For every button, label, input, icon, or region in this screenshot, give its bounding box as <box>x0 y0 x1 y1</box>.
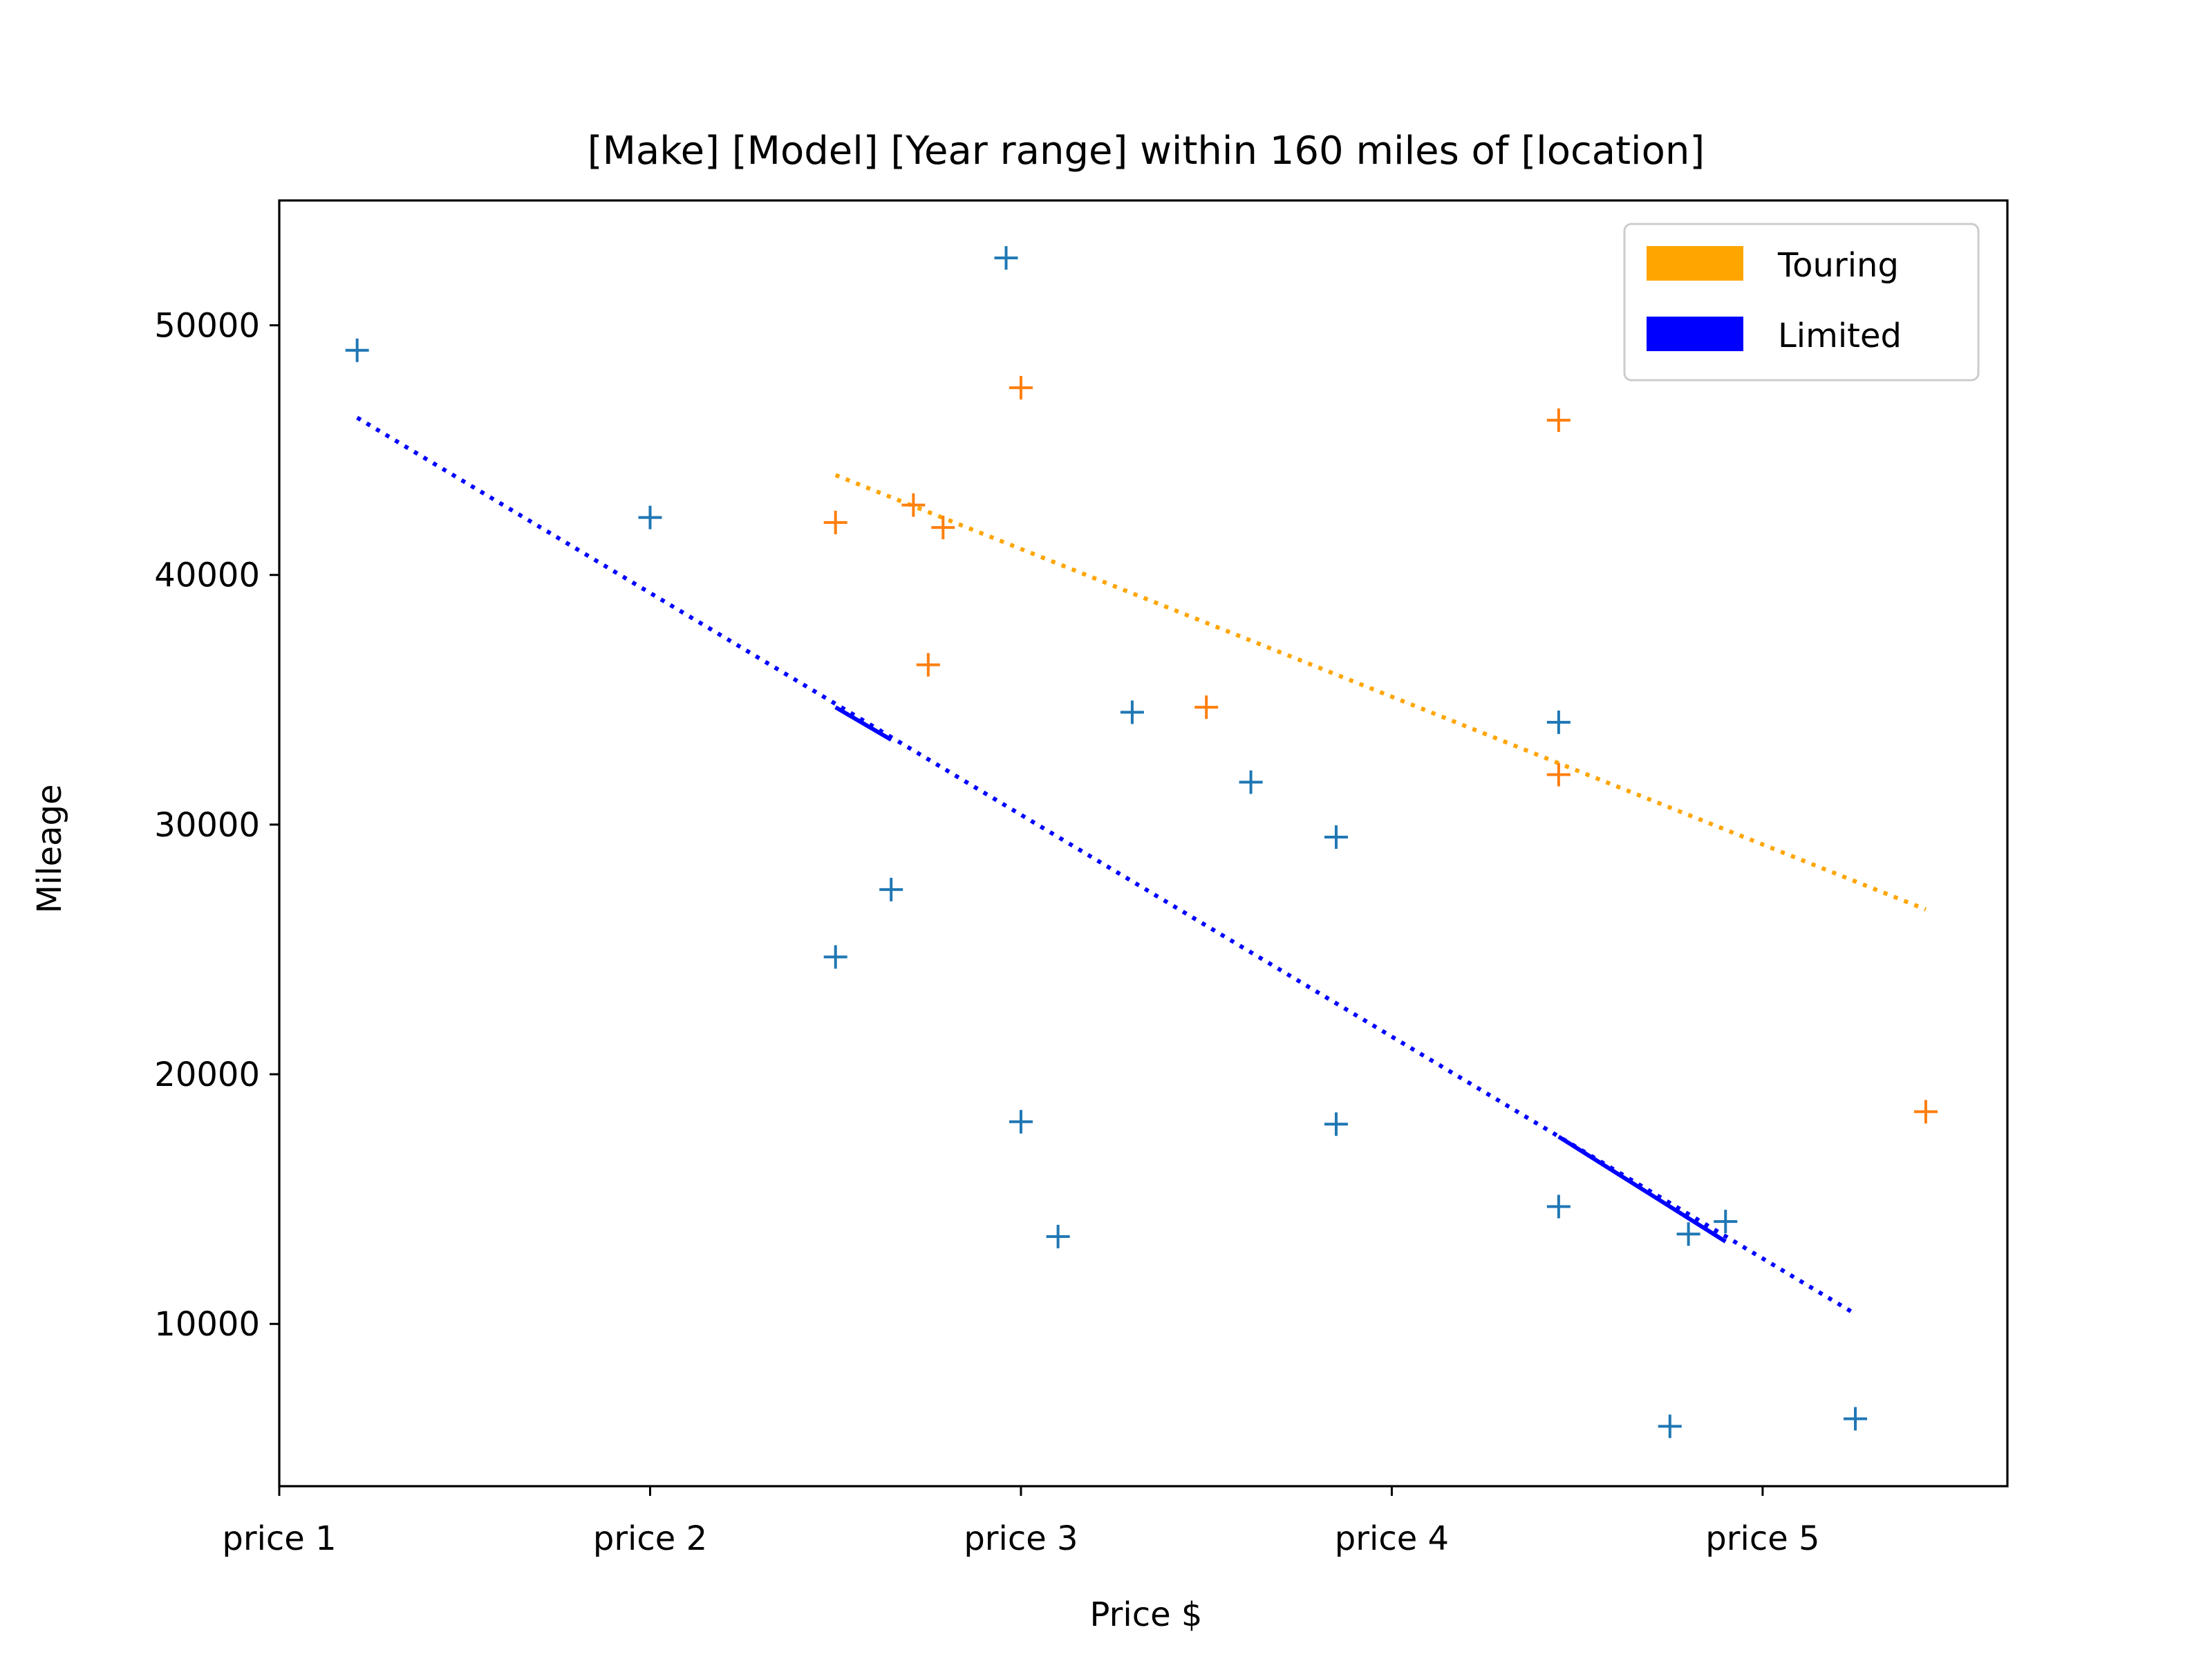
data-point <box>1194 695 1219 720</box>
x-axis-label: Price $ <box>1090 1595 1203 1634</box>
data-point <box>345 338 369 362</box>
y-axis-label: Mileage <box>30 784 69 913</box>
data-point <box>1546 408 1571 432</box>
legend-swatch-touring <box>1647 246 1743 281</box>
data-point <box>916 653 940 677</box>
plot-area <box>345 246 1938 1438</box>
data-point <box>638 505 662 529</box>
x-tick-label: price 1 <box>222 1519 336 1558</box>
y-tick-label: 20000 <box>154 1056 260 1094</box>
data-point <box>1546 1194 1571 1219</box>
y-tick-label: 30000 <box>154 806 260 845</box>
x-tick-label: price 4 <box>1335 1519 1449 1558</box>
data-point <box>1324 825 1348 849</box>
data-point <box>1046 1224 1070 1248</box>
legend: Touring Limited <box>1623 223 1980 382</box>
y-tick-label: 10000 <box>154 1305 260 1344</box>
x-tick-label: price 5 <box>1705 1519 1819 1558</box>
y-tick-label: 50000 <box>154 307 260 346</box>
plot-frame <box>278 199 2009 1488</box>
data-point <box>931 516 955 540</box>
data-point <box>901 493 926 517</box>
trend-line-limited <box>834 705 892 742</box>
data-point <box>823 945 847 969</box>
data-point <box>1546 762 1571 787</box>
data-point <box>879 877 903 901</box>
data-point <box>823 510 847 534</box>
legend-label-limited: Limited <box>1778 317 1902 355</box>
x-tick-label: price 3 <box>964 1519 1078 1558</box>
data-point <box>1239 770 1263 794</box>
data-point <box>1714 1210 1738 1234</box>
trend-line-touring <box>834 473 1927 912</box>
trend-line-limited <box>356 415 1857 1316</box>
legend-label-touring: Touring <box>1777 246 1899 285</box>
data-point <box>1009 375 1033 400</box>
data-point <box>1009 1109 1033 1134</box>
data-point <box>1546 710 1571 734</box>
chart-title: [Make] [Model] [Year range] within 160 m… <box>588 129 1705 174</box>
data-point <box>1658 1414 1682 1438</box>
y-tick-label: 40000 <box>154 556 260 595</box>
data-point <box>1913 1100 1938 1124</box>
trend-line-limited <box>1557 1134 1727 1244</box>
x-tick-label: price 2 <box>593 1519 707 1558</box>
axes: price 1 price 2 price 3 price 4 price 5 10000… <box>154 307 1819 1558</box>
data-point <box>1120 700 1144 724</box>
data-point <box>994 246 1018 270</box>
data-point <box>1676 1222 1700 1246</box>
legend-swatch-limited <box>1647 317 1743 351</box>
data-point <box>1844 1407 1868 1431</box>
data-point <box>1324 1112 1348 1136</box>
